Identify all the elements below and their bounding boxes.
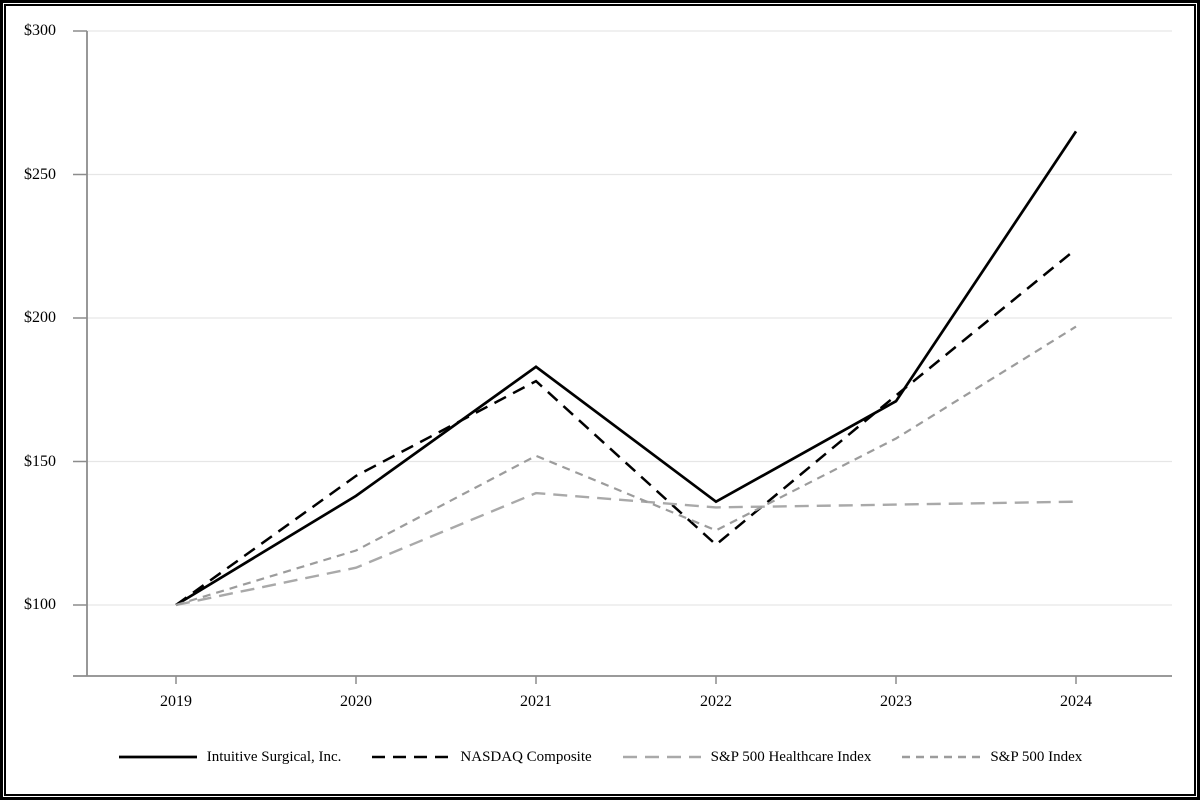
y-tick-label-300: $300 (24, 22, 56, 39)
y-tick-label-250: $250 (24, 165, 56, 183)
legend-line-sample-intuitive-surgical-inc (118, 755, 197, 759)
chart-legend: Intuitive Surgical, Inc. NASDAQ Composite… (0, 742, 1200, 772)
x-tick-label-2022: 2022 (700, 693, 732, 710)
x-tick-label-2020: 2020 (340, 693, 372, 710)
y-tick-label-200: $200 (24, 309, 56, 326)
legend-item-s-p-500-healthcare-index: S&P 500 Healthcare Index (622, 748, 872, 766)
series-line-s-p-500-index (175, 325, 1077, 607)
series-line-nasdaq-composite (175, 248, 1077, 607)
x-tick-label-2023: 2023 (880, 693, 912, 710)
legend-item-s-p-500-index: S&P 500 Index (901, 748, 1082, 766)
legend-line-sample-nasdaq-composite (372, 755, 451, 759)
x-tick-label-2024: 2024 (1060, 693, 1092, 710)
legend-label-intuitive-surgical-inc: Intuitive Surgical, Inc. (206, 749, 342, 765)
legend-line-sample-s-p-500-healthcare-index (622, 755, 701, 759)
legend-label-s-p-500-index: S&P 500 Index (990, 749, 1083, 765)
x-tick-label-2019: 2019 (160, 693, 192, 710)
legend-label-nasdaq-composite: NASDAQ Composite (460, 749, 592, 765)
y-tick-label-100: $100 (24, 596, 56, 613)
x-tick-label-2021: 2021 (520, 693, 552, 710)
series-line-intuitive-surgical-inc (175, 130, 1078, 607)
legend-label-s-p-500-healthcare-index: S&P 500 Healthcare Index (710, 749, 872, 765)
series-line-s-p-500-healthcare-index (175, 491, 1077, 607)
y-tick-label-150: $150 (24, 452, 56, 470)
legend-item-nasdaq-composite: NASDAQ Composite (371, 748, 592, 766)
legend-line-sample-s-p-500-index (902, 755, 981, 759)
legend-item-intuitive-surgical-inc: Intuitive Surgical, Inc. (118, 748, 342, 766)
